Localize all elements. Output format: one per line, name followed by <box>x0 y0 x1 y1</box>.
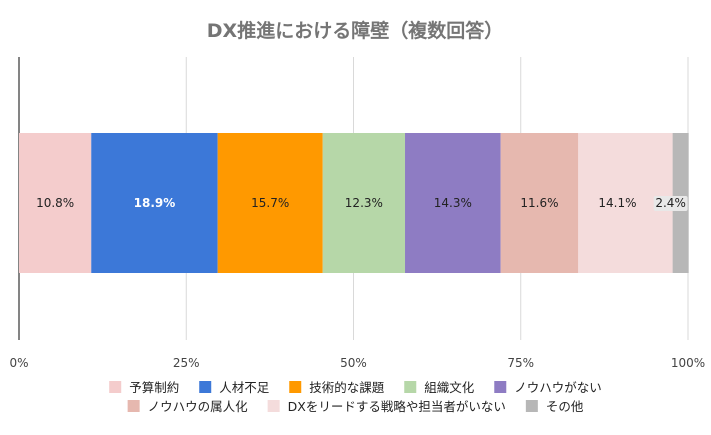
legend-swatch <box>404 381 417 393</box>
legend-swatch <box>127 400 140 412</box>
data-label: 15.7% <box>251 196 289 210</box>
bar-segment <box>405 133 501 273</box>
data-labels: 10.8% 18.9% 15.7% 12.3% 14.3% 11.6% 14.1% 2.4% <box>36 196 688 211</box>
x-tick-label: 25% <box>173 356 200 370</box>
legend-swatch <box>267 400 280 412</box>
data-label: 10.8% <box>36 196 74 210</box>
x-tick-label: 50% <box>340 356 367 370</box>
legend-swatch <box>109 381 122 393</box>
bar-segment <box>500 133 579 273</box>
bar-segments <box>19 133 689 273</box>
x-tick-label: 0% <box>9 356 28 370</box>
legend-label: 技術的な課題 <box>309 380 385 395</box>
data-label: 2.4% <box>655 196 686 210</box>
data-label: 14.3% <box>434 196 472 210</box>
x-tick-label: 100% <box>671 356 705 370</box>
data-label: 11.6% <box>520 196 558 210</box>
x-tick-label: 75% <box>507 356 534 370</box>
legend-label: その他 <box>546 399 584 414</box>
legend-label: 予算制約 <box>129 380 179 395</box>
data-label: 18.9% <box>134 196 176 210</box>
legend-label: ノウハウの属人化 <box>148 399 249 414</box>
bar-segment <box>19 133 92 273</box>
bar-segment <box>217 133 323 273</box>
legend-label: 組織文化 <box>424 380 475 395</box>
data-label: 12.3% <box>345 196 383 210</box>
bar-segment <box>322 133 406 273</box>
legend-swatch <box>494 381 507 393</box>
legend-swatch <box>289 381 302 393</box>
legend-label: 人材不足 <box>219 380 270 395</box>
chart-title: DX推進における障壁（複数回答） <box>207 19 503 42</box>
legend-label: ノウハウがない <box>514 380 602 395</box>
legend-swatch <box>525 400 538 412</box>
legend-swatch <box>199 381 212 393</box>
legend-label: DXをリードする戦略や担当者がいない <box>288 399 506 414</box>
bar-segment <box>91 133 218 273</box>
data-label: 14.1% <box>598 196 636 210</box>
x-axis-ticks: 0% 25% 50% 75% 100% <box>9 356 705 370</box>
data-label-background <box>653 196 688 211</box>
